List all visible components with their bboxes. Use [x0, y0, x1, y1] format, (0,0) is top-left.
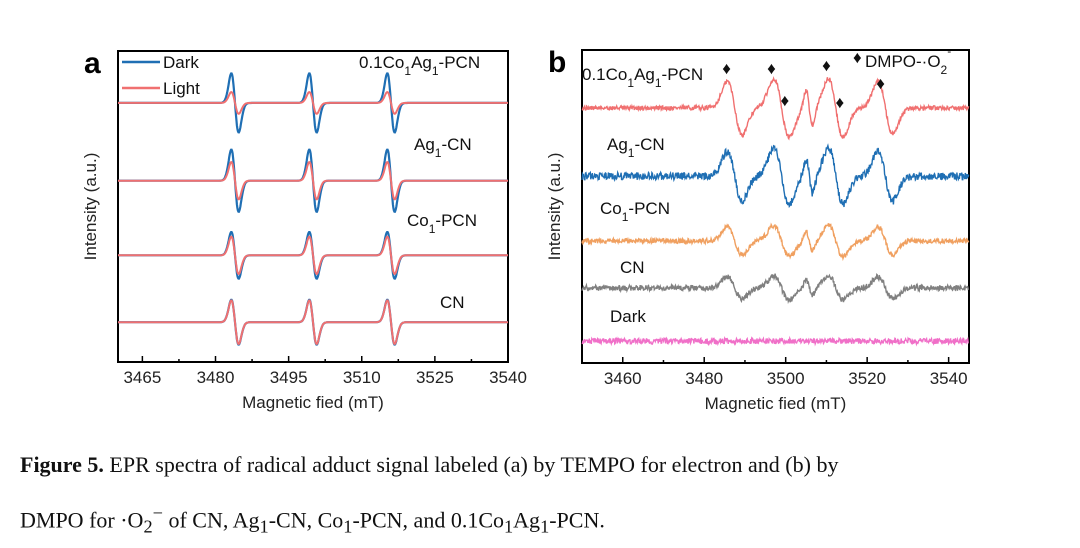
- label-text: CN: [440, 293, 465, 312]
- label-text: -CN: [634, 135, 664, 154]
- y-axis-label: Intensity (a.u.): [81, 153, 100, 261]
- sample-label-0: 0.1Co1Ag1-PCN: [582, 65, 703, 90]
- label-text: -PCN: [439, 53, 481, 72]
- x-tick-label: 3460: [604, 369, 642, 388]
- label-text: -CN: [441, 135, 471, 154]
- label-superscript: -: [947, 44, 951, 58]
- series-light-0: [118, 91, 508, 115]
- sample-label-3: CN: [620, 258, 645, 277]
- caption-sub: 1: [504, 516, 514, 537]
- label-text: CN: [620, 258, 645, 277]
- series-3: [581, 273, 970, 305]
- dmpo-marker: ♦: [836, 93, 845, 112]
- x-axis-label: Magnetic fied (mT): [242, 393, 384, 412]
- panel-0: 3465 3480 3495 3510 3525 3540 Magnetic fied (m…: [81, 47, 527, 412]
- dmpo-marker: ♦: [722, 59, 731, 78]
- caption-sub: 1: [540, 516, 550, 537]
- label-text: Ag: [414, 135, 435, 154]
- figure-label: Figure 5.: [20, 452, 104, 477]
- x-tick-label: 3520: [848, 369, 886, 388]
- sample-label-2: Co1-PCN: [407, 211, 477, 236]
- caption-text: of CN, Ag: [162, 507, 260, 533]
- series-light-1: [118, 161, 508, 201]
- dmpo-marker: ♦: [822, 56, 831, 75]
- series-light-2: [118, 235, 508, 275]
- dmpo-marker: ♦: [781, 91, 790, 110]
- series-2: [581, 222, 970, 262]
- sample-label-2: Co1-PCN: [600, 199, 670, 224]
- sample-label-1: Ag1-CN: [607, 135, 665, 160]
- caption-text: -PCN, and 0.1Co: [352, 507, 504, 533]
- caption-sub: 1: [343, 516, 353, 537]
- x-tick-label: 3510: [343, 368, 381, 387]
- x-tick-label: 3465: [123, 368, 161, 387]
- label-text: DMPO-·O: [865, 52, 941, 71]
- y-axis-label: Intensity (a.u.): [545, 153, 564, 261]
- label-subscript: 1: [435, 146, 442, 160]
- series-1: [581, 143, 970, 209]
- caption-text: Ag: [513, 507, 541, 533]
- sample-label-0: 0.1Co1Ag1-PCN: [359, 53, 480, 78]
- x-tick-label: 3540: [930, 369, 968, 388]
- x-tick-label: 3540: [489, 368, 527, 387]
- legend-label-dark: Dark: [163, 53, 199, 72]
- label-text: Ag: [634, 65, 655, 84]
- marker-legend-label: DMPO-·O2 -: [865, 44, 951, 77]
- x-tick-label: 3500: [767, 369, 805, 388]
- sample-label-4: Dark: [610, 307, 646, 326]
- series-4: [581, 335, 969, 347]
- label-text: Ag: [411, 53, 432, 72]
- marker-legend-symbol: ♦: [853, 48, 862, 67]
- label-text: -PCN: [628, 199, 670, 218]
- plot-frame: [117, 50, 509, 363]
- label-subscript: 1: [628, 146, 635, 160]
- label-text: 0.1Co: [582, 65, 627, 84]
- legend-label-light: Light: [163, 79, 200, 98]
- caption-line-2: DMPO for ·O2− of CN, Ag1-CN, Co1-PCN, an…: [20, 503, 605, 538]
- label-text: Co: [407, 211, 429, 230]
- caption-sub: 2: [143, 516, 153, 537]
- label-subscript: 1: [404, 64, 411, 78]
- x-tick-label: 3525: [416, 368, 454, 387]
- panel-1: 3460 3480 3500 3520 3540 Magnetic fied (mT) In…: [545, 44, 970, 413]
- label-text: Ag: [607, 135, 628, 154]
- dmpo-marker: ♦: [876, 74, 885, 93]
- series-0: [581, 76, 970, 141]
- caption-sup: −: [152, 503, 163, 523]
- label-text: -PCN: [435, 211, 477, 230]
- caption-text: DMPO for ·O: [20, 507, 144, 533]
- label-text: Dark: [610, 307, 646, 326]
- label-text: 0.1Co: [359, 53, 404, 72]
- caption-line-1: Figure 5. EPR spectra of radical adduct …: [20, 452, 838, 478]
- x-axis-label: Magnetic fied (mT): [705, 394, 847, 413]
- sample-label-3: CN: [440, 293, 465, 312]
- label-subscript: 1: [622, 210, 629, 224]
- label-subscript: 1: [655, 76, 662, 90]
- panel-label: a: [84, 47, 101, 80]
- x-tick-label: 3495: [270, 368, 308, 387]
- panel-label: b: [548, 46, 566, 79]
- caption-text: EPR spectra of radical adduct signal lab…: [103, 452, 839, 477]
- label-subscript: 2: [941, 63, 948, 77]
- label-text: -PCN: [662, 65, 704, 84]
- plot-frame: [581, 49, 970, 364]
- x-tick-label: 3480: [685, 369, 723, 388]
- caption-sub: 1: [259, 516, 269, 537]
- sample-label-1: Ag1-CN: [414, 135, 472, 160]
- x-tick-label: 3480: [197, 368, 235, 387]
- label-subscript: 1: [432, 64, 439, 78]
- label-subscript: 1: [429, 222, 436, 236]
- dmpo-marker: ♦: [767, 59, 776, 78]
- series-light-3: [118, 299, 508, 345]
- caption-text: -CN, Co: [268, 507, 344, 533]
- label-subscript: 1: [627, 76, 634, 90]
- caption-text: -PCN.: [549, 507, 605, 533]
- label-text: Co: [600, 199, 622, 218]
